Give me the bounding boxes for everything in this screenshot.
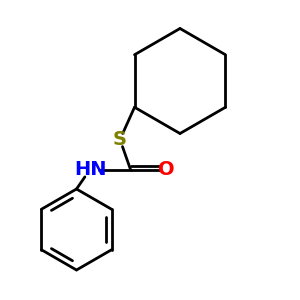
Text: S: S xyxy=(113,130,127,149)
Text: O: O xyxy=(158,160,175,179)
Text: HN: HN xyxy=(74,160,106,179)
